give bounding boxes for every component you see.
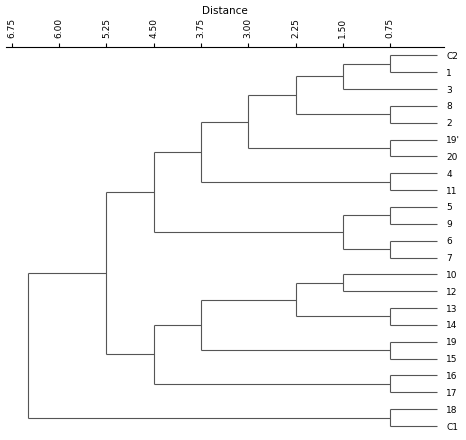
X-axis label: Distance: Distance <box>202 6 247 15</box>
